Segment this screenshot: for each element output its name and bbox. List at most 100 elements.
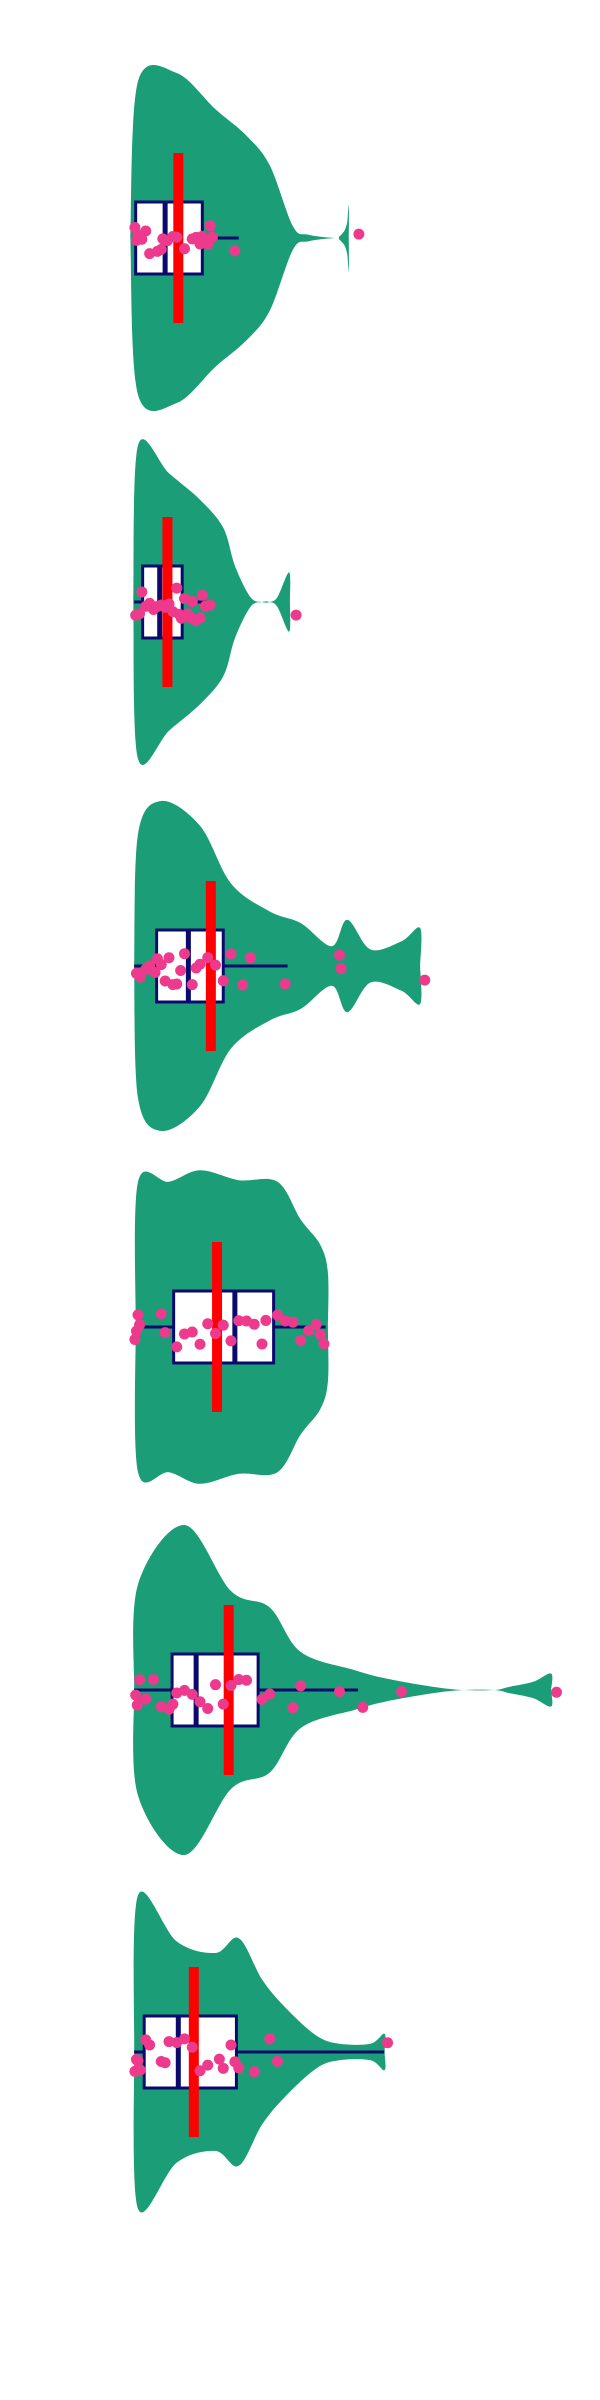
data-point (134, 1674, 146, 1686)
data-point (334, 1686, 345, 1698)
data-point (136, 586, 148, 598)
data-point (225, 2039, 237, 2051)
data-point (551, 1686, 562, 1698)
violin-group-4 (129, 1170, 330, 1484)
data-point (196, 230, 208, 242)
data-point (217, 1319, 229, 1331)
data-point (217, 975, 229, 987)
data-point (217, 1698, 229, 1710)
data-point (225, 1335, 237, 1347)
data-point (179, 948, 190, 960)
data-point (217, 2062, 229, 2074)
data-point (175, 964, 187, 976)
data-point (186, 2041, 198, 2053)
data-point (163, 952, 175, 964)
data-point (303, 1325, 314, 1337)
data-point (196, 589, 208, 601)
data-point (225, 1679, 237, 1691)
data-point (272, 1309, 283, 1321)
data-point (155, 1308, 167, 1320)
data-point (186, 1688, 198, 1700)
data-point (132, 2055, 144, 2067)
data-point (382, 2037, 394, 2049)
data-point (335, 963, 347, 975)
data-point (353, 228, 365, 240)
data-point (186, 1326, 198, 1338)
data-point (194, 1696, 206, 1708)
data-point (210, 959, 221, 971)
data-point (213, 2053, 225, 2065)
data-point (134, 971, 146, 983)
data-point (233, 1315, 245, 1327)
data-point (171, 1341, 183, 1353)
data-point (290, 609, 302, 621)
data-point (149, 966, 161, 978)
violin-group-3 (130, 800, 431, 1132)
violin-group-2 (130, 439, 302, 765)
data-point (272, 2055, 283, 2067)
violin-group-5 (130, 1524, 562, 1856)
data-point (229, 245, 241, 257)
data-point (287, 1702, 299, 1714)
data-point (132, 1309, 144, 1321)
data-point (295, 1335, 307, 1347)
data-point (241, 1674, 252, 1686)
data-point (159, 1327, 171, 1339)
data-point (244, 952, 256, 964)
data-point (171, 231, 183, 243)
violin-body (130, 64, 349, 412)
data-point (136, 233, 148, 245)
data-point (140, 225, 152, 237)
violin-group-6 (129, 1891, 394, 2213)
data-point (334, 949, 345, 961)
data-point (310, 1318, 322, 1330)
data-point (171, 978, 183, 990)
data-point (179, 2033, 190, 2045)
data-point (194, 612, 206, 624)
data-point (194, 958, 206, 970)
mean-bar (212, 1242, 223, 1412)
data-point (134, 1319, 146, 1331)
data-point (134, 2064, 146, 2076)
data-point (186, 979, 198, 991)
data-point (130, 1689, 142, 1701)
data-point (206, 231, 218, 243)
data-point (256, 1693, 268, 1705)
data-point (155, 959, 167, 971)
data-point (204, 220, 216, 232)
data-point (134, 608, 146, 620)
data-point (210, 1328, 221, 1340)
data-point (194, 1338, 206, 1350)
data-point (167, 1698, 179, 1710)
data-point (419, 974, 431, 986)
data-point (186, 596, 198, 608)
data-point (159, 2057, 171, 2069)
data-point (179, 243, 190, 255)
data-point (204, 599, 216, 611)
data-point (314, 1329, 326, 1341)
data-point (202, 1702, 214, 1714)
data-point (248, 1318, 260, 1330)
data-point (264, 2033, 276, 2045)
data-point (129, 1333, 141, 1345)
violin-group-1 (129, 64, 365, 412)
data-point (171, 582, 183, 594)
data-point (287, 1316, 299, 1328)
data-point (210, 1679, 221, 1691)
data-point (264, 1688, 276, 1700)
data-point (202, 2059, 214, 2071)
data-point (194, 2065, 206, 2077)
data-point (318, 1338, 330, 1350)
data-point (144, 2039, 156, 2051)
data-point (279, 978, 291, 990)
data-point (148, 1673, 159, 1685)
data-point (225, 948, 237, 960)
data-point (248, 2066, 260, 2078)
data-point (202, 952, 214, 964)
data-point (295, 1680, 307, 1692)
data-point (237, 979, 249, 991)
data-point (131, 1699, 143, 1711)
data-point (357, 1701, 369, 1713)
data-point (140, 1693, 152, 1705)
